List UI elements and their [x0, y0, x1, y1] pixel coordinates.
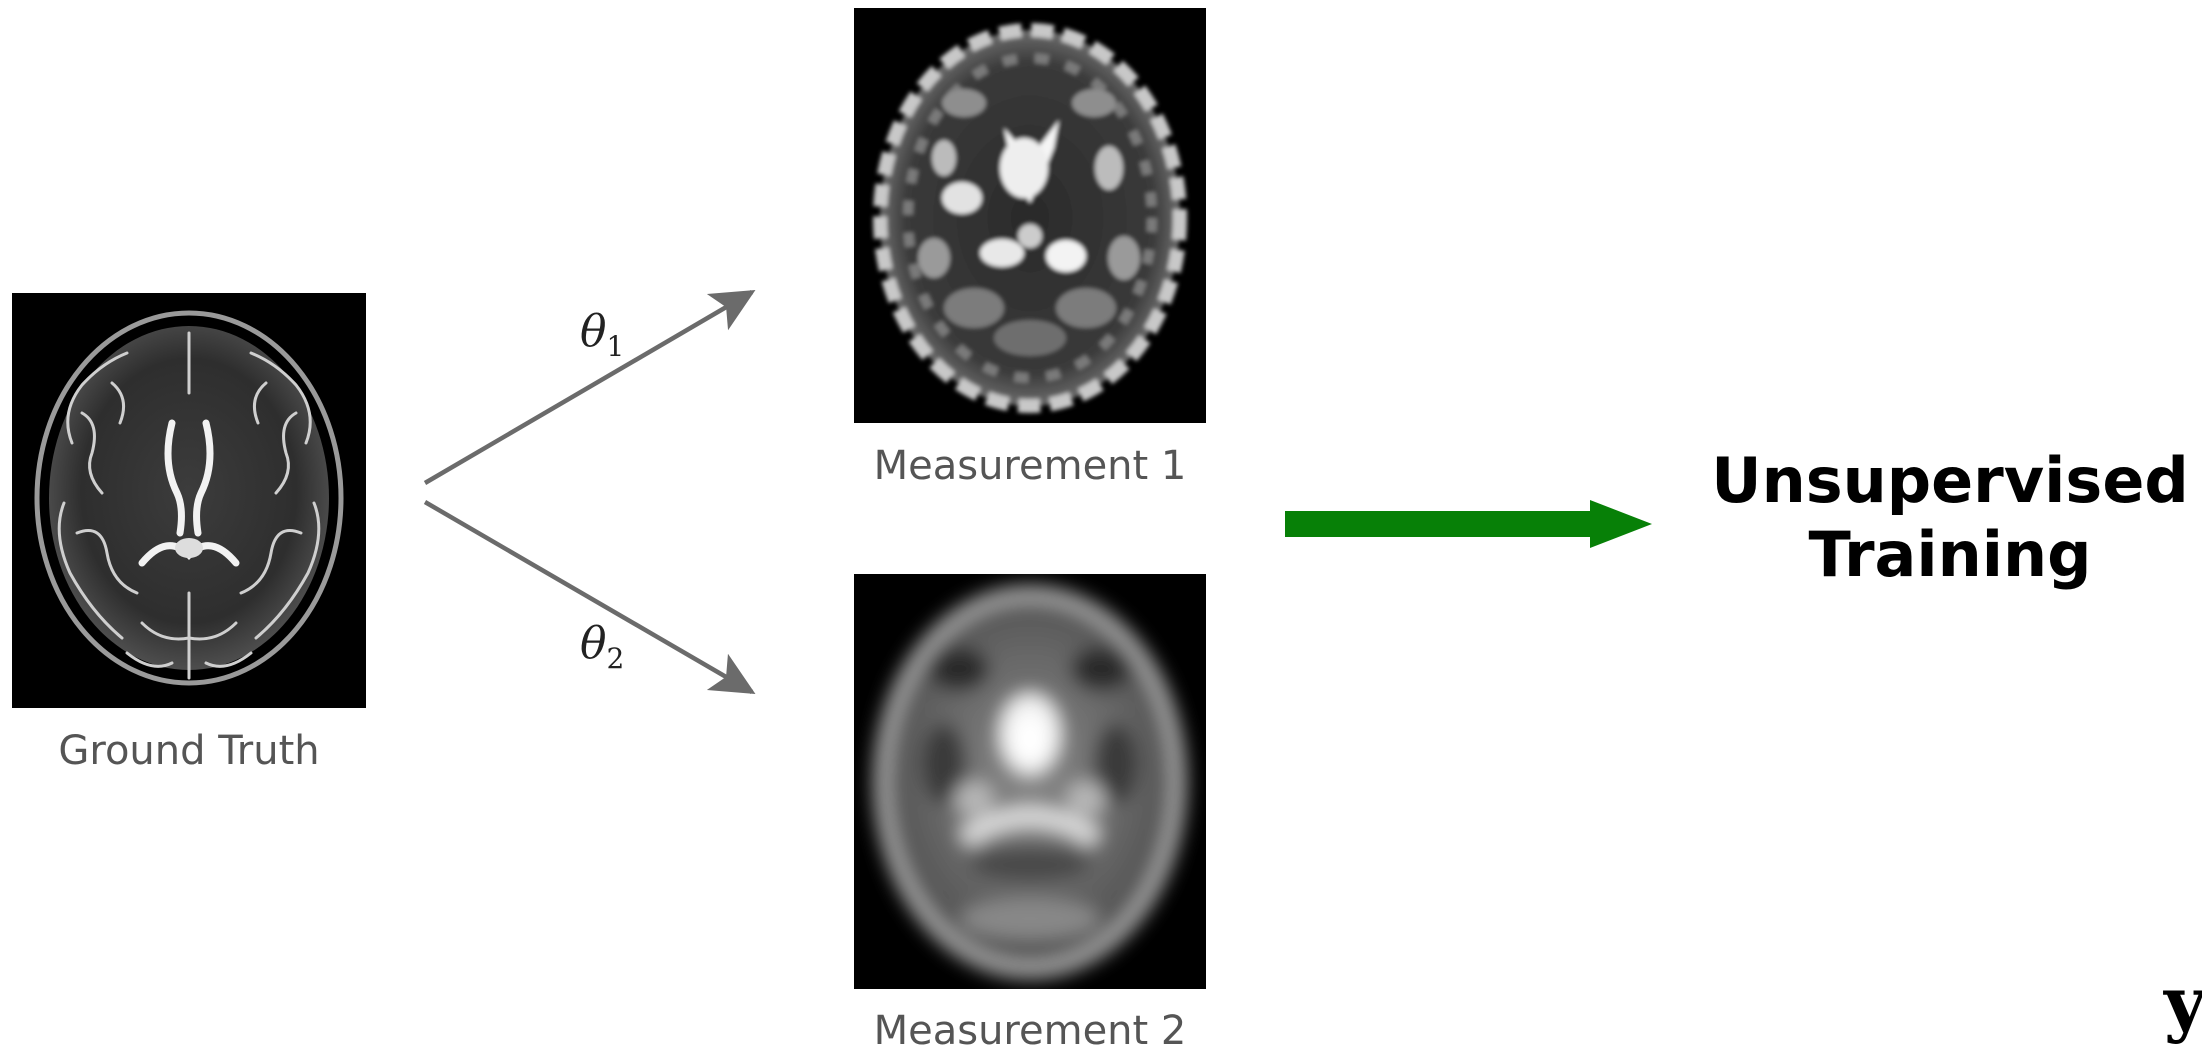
unsupervised-training-label: Unsupervised Training [1690, 444, 2202, 592]
ground-truth-caption: Ground Truth [58, 728, 320, 774]
brain-mri-sharp-icon [854, 8, 1206, 423]
measurement-2-caption: Measurement 2 [873, 1008, 1187, 1054]
theta-1-label: θ1 [580, 306, 625, 363]
brain-mri-icon [12, 293, 366, 708]
measurement-2-image [854, 574, 1206, 989]
measurement-1-image [854, 8, 1206, 423]
training-arrow [1285, 500, 1652, 548]
measurement-1-caption: Measurement 1 [873, 443, 1187, 489]
brain-mri-blurred-icon [854, 574, 1206, 989]
training-label-line-1: Unsupervised [1711, 444, 2189, 517]
training-label-line-2: Training [1808, 518, 2092, 591]
corner-y-symbol: y [2164, 960, 2202, 1045]
ground-truth-image [12, 293, 366, 708]
theta-2-label: θ2 [580, 618, 625, 675]
